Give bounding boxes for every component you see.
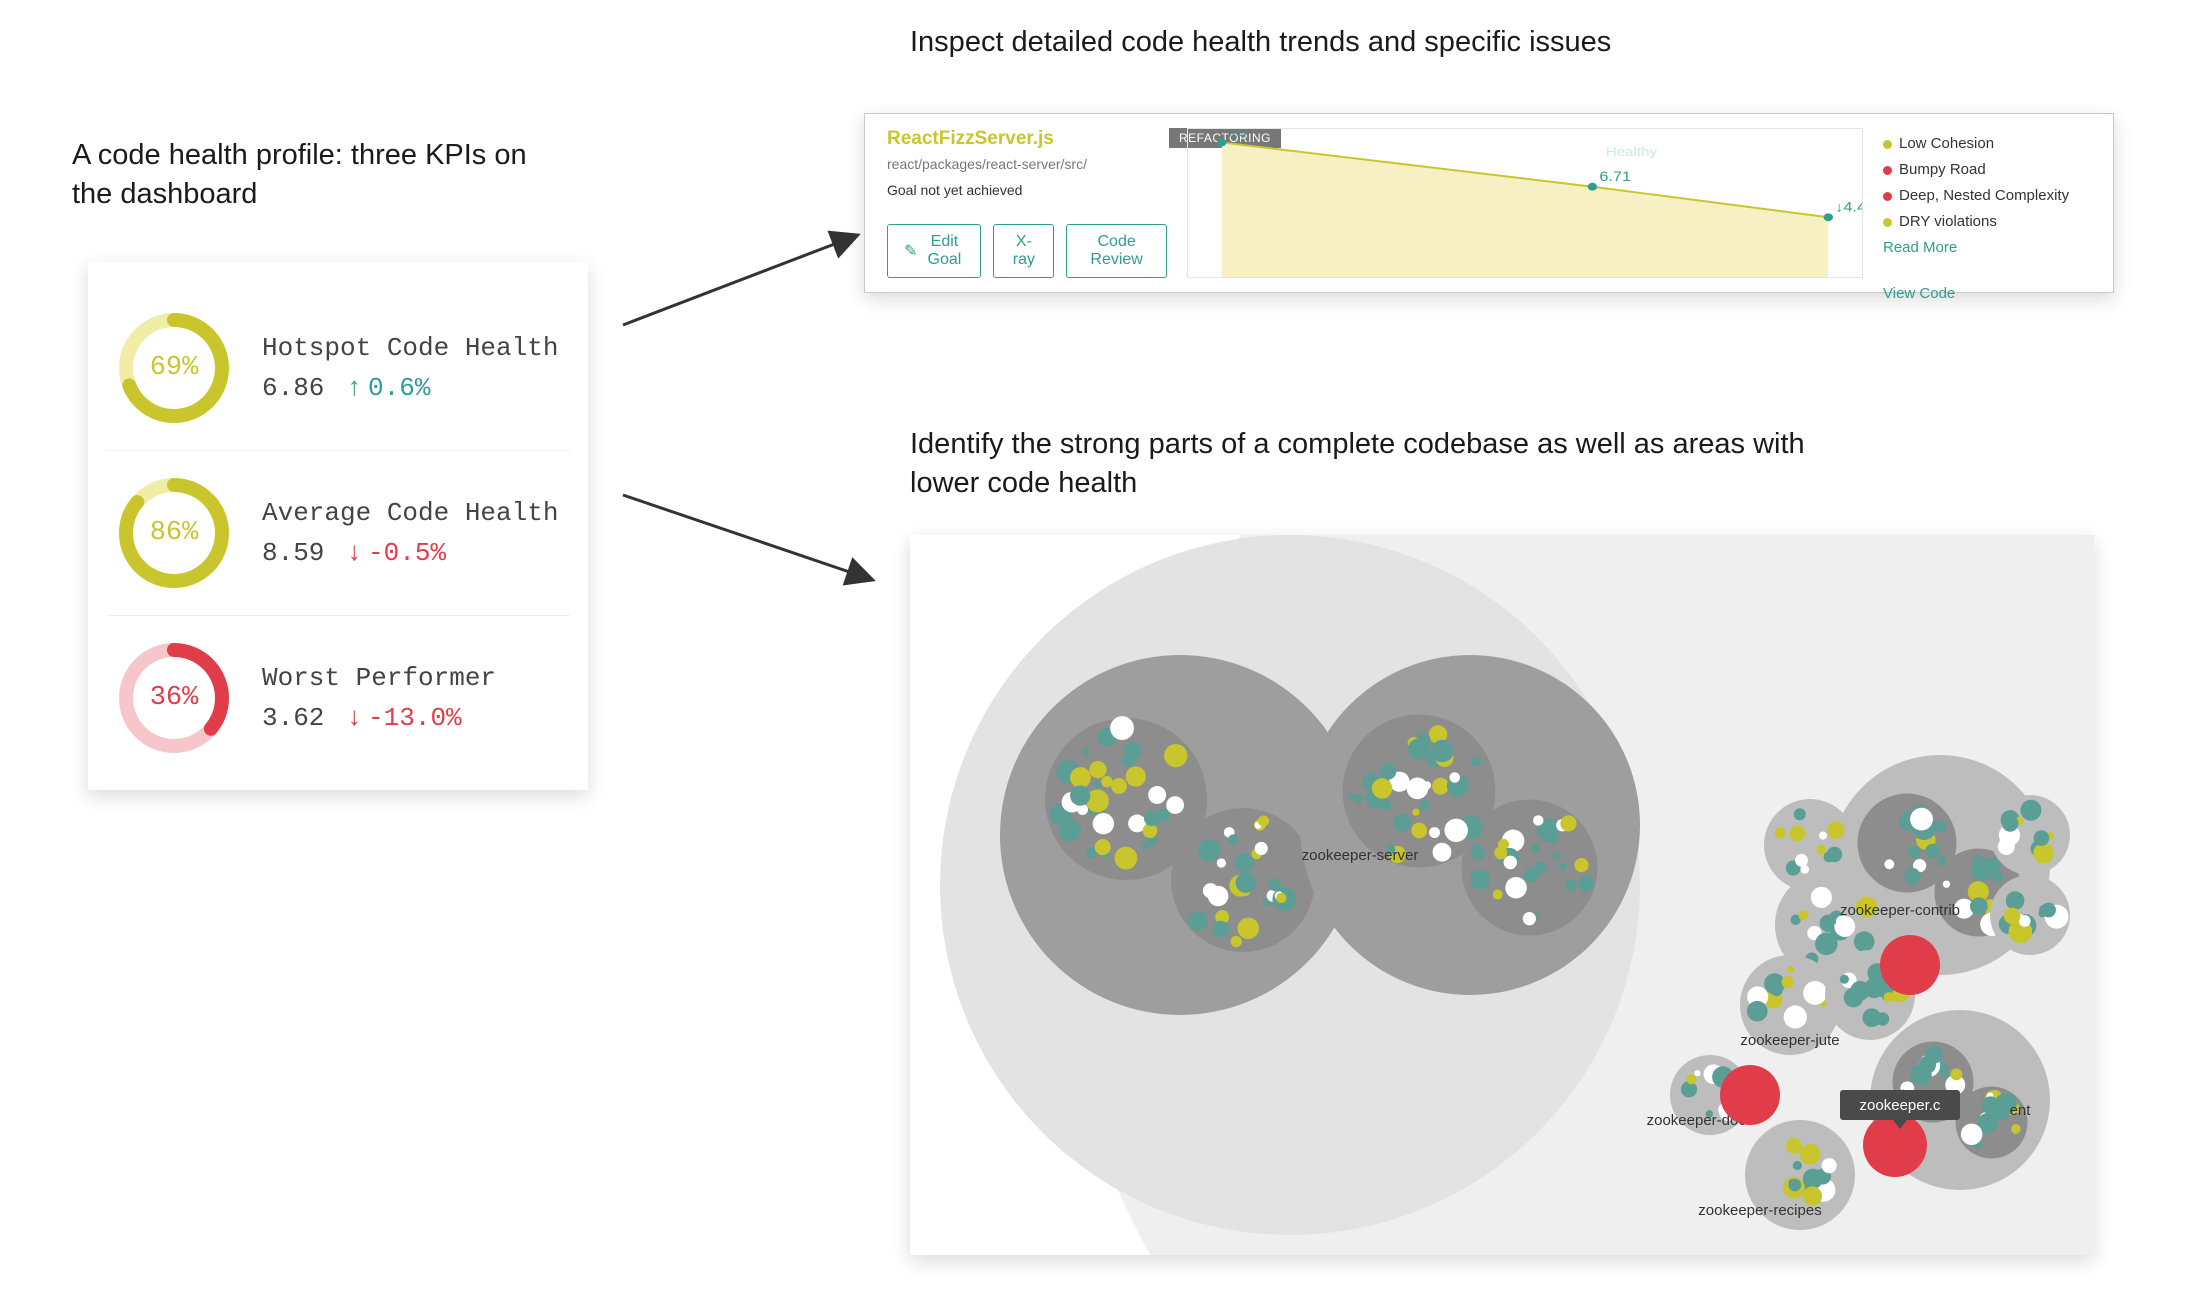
kpi-text: Worst Performer 3.62 -13.0% xyxy=(262,663,562,733)
kpi-score: 6.86 xyxy=(262,373,324,403)
caption-bubble: Identify the strong parts of a complete … xyxy=(910,425,1830,503)
trend-point[interactable] xyxy=(1217,139,1226,147)
edit-goal-label: Edit Goal xyxy=(924,233,964,269)
kpi-delta: -13.0% xyxy=(346,703,461,733)
detail-filepath: react/packages/react-server/src/ xyxy=(887,156,1167,172)
issue-label: Low Cohesion xyxy=(1899,132,1994,156)
arrow-down-icon xyxy=(346,538,362,568)
kpi-score: 3.62 xyxy=(262,703,324,733)
bullet-icon xyxy=(1883,218,1892,227)
bullet-icon xyxy=(1883,140,1892,149)
edit-goal-button[interactable]: Edit Goal xyxy=(887,224,981,278)
detail-meta: ReactFizzServer.js react/packages/react-… xyxy=(887,128,1167,278)
trend-point-label: 6.71 xyxy=(1599,169,1631,185)
arrow-up-icon xyxy=(346,373,362,403)
caption-detail: Inspect detailed code health trends and … xyxy=(910,23,1770,62)
caption-kpi: A code health profile: three KPIs on the… xyxy=(72,136,542,214)
issue-label: Bumpy Road xyxy=(1899,158,1986,182)
healthy-label: Healthy xyxy=(1606,144,1657,159)
trend-point-label: 10 xyxy=(1229,129,1247,140)
kpi-delta-value: -13.0% xyxy=(368,703,462,733)
kpi-title: Hotspot Code Health xyxy=(262,333,562,363)
kpi-card: 69% Hotspot Code Health 6.86 0.6% 86% Av… xyxy=(88,262,588,790)
kpi-text: Average Code Health 8.59 -0.5% xyxy=(262,498,562,568)
kpi-percent: 86% xyxy=(114,473,234,593)
bullet-icon xyxy=(1883,166,1892,175)
kpi-donut: 69% xyxy=(114,308,234,428)
trend-point[interactable] xyxy=(1824,213,1833,221)
kpi-title: Worst Performer xyxy=(262,663,562,693)
issues-list: Low CohesionBumpy RoadDeep, Nested Compl… xyxy=(1883,128,2093,278)
kpi-donut: 86% xyxy=(114,473,234,593)
issue-item: Low Cohesion xyxy=(1883,132,2093,156)
arrow-down-icon xyxy=(346,703,362,733)
issue-label: Deep, Nested Complexity xyxy=(1899,184,2069,208)
bubble-group-label: zookeeper-recipes xyxy=(1698,1202,1821,1219)
view-code-link[interactable]: View Code xyxy=(1883,282,2093,306)
trend-point-label: ↓4.44 xyxy=(1835,199,1862,215)
kpi-delta-value: 0.6% xyxy=(368,373,430,403)
kpi-score: 8.59 xyxy=(262,538,324,568)
xray-label: X-ray xyxy=(1010,233,1037,269)
code-review-button[interactable]: Code Review xyxy=(1066,224,1167,278)
bubble-group-label: ent xyxy=(2010,1102,2032,1119)
kpi-title: Average Code Health xyxy=(262,498,562,528)
read-more-link[interactable]: Read More xyxy=(1883,236,2093,260)
detail-filename[interactable]: ReactFizzServer.js xyxy=(887,128,1167,150)
kpi-text: Hotspot Code Health 6.86 0.6% xyxy=(262,333,562,403)
pencil-icon xyxy=(904,241,917,261)
issue-item: Deep, Nested Complexity xyxy=(1883,184,2093,208)
kpi-row: 86% Average Code Health 8.59 -0.5% xyxy=(106,451,570,616)
bubble-group-label: zookeeper-jute xyxy=(1740,1032,1839,1049)
codebase-bubble-chart[interactable]: zookeeper-server zookeeper-contrib zookeep… xyxy=(910,535,2094,1255)
issue-item: Bumpy Road xyxy=(1883,158,2093,182)
bubble-group-label: zookeeper-contrib xyxy=(1840,902,1960,919)
kpi-delta: -0.5% xyxy=(346,538,446,568)
kpi-delta-value: -0.5% xyxy=(368,538,446,568)
kpi-row: 69% Hotspot Code Health 6.86 0.6% xyxy=(106,286,570,451)
trend-point[interactable] xyxy=(1588,183,1597,191)
code-review-label: Code Review xyxy=(1083,233,1150,269)
detail-panel: ReactFizzServer.js react/packages/react-… xyxy=(864,113,2114,293)
arrow-to-detail xyxy=(618,225,878,345)
issue-item: DRY violations xyxy=(1883,210,2093,234)
kpi-row: 36% Worst Performer 3.62 -13.0% xyxy=(106,616,570,780)
svg-text:zookeeper.c: zookeeper.c xyxy=(1860,1097,1941,1114)
bubble-group-label: zookeeper-server xyxy=(1302,847,1419,864)
kpi-donut: 36% xyxy=(114,638,234,758)
arrow-to-bubble xyxy=(618,480,888,600)
issue-label: DRY violations xyxy=(1899,210,1997,234)
trend-chart[interactable]: Healthy 10 6.71 ↓4.44 xyxy=(1187,128,1863,278)
detail-actions: Edit Goal X-ray Code Review xyxy=(887,224,1167,278)
bullet-icon xyxy=(1883,192,1892,201)
kpi-percent: 36% xyxy=(114,638,234,758)
kpi-percent: 69% xyxy=(114,308,234,428)
kpi-delta: 0.6% xyxy=(346,373,430,403)
detail-goal-status: Goal not yet achieved xyxy=(887,182,1167,198)
xray-button[interactable]: X-ray xyxy=(993,224,1054,278)
